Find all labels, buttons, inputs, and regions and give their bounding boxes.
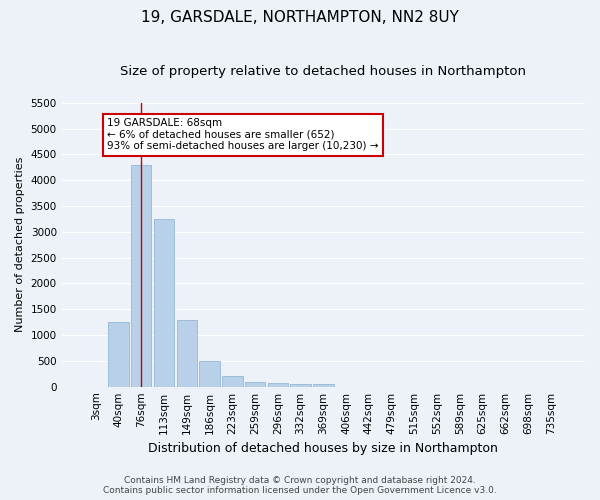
- Bar: [222, 376, 242, 386]
- Text: 19 GARSDALE: 68sqm
← 6% of detached houses are smaller (652)
93% of semi-detache: 19 GARSDALE: 68sqm ← 6% of detached hous…: [107, 118, 379, 152]
- X-axis label: Distribution of detached houses by size in Northampton: Distribution of detached houses by size …: [148, 442, 498, 455]
- Title: Size of property relative to detached houses in Northampton: Size of property relative to detached ho…: [121, 65, 526, 78]
- Bar: [245, 382, 265, 386]
- Bar: [131, 164, 151, 386]
- Y-axis label: Number of detached properties: Number of detached properties: [15, 157, 25, 332]
- Bar: [176, 320, 197, 386]
- Bar: [199, 361, 220, 386]
- Bar: [108, 322, 129, 386]
- Text: Contains HM Land Registry data © Crown copyright and database right 2024.
Contai: Contains HM Land Registry data © Crown c…: [103, 476, 497, 495]
- Text: 19, GARSDALE, NORTHAMPTON, NN2 8UY: 19, GARSDALE, NORTHAMPTON, NN2 8UY: [141, 10, 459, 25]
- Bar: [290, 384, 311, 386]
- Bar: [313, 384, 334, 386]
- Bar: [154, 219, 174, 386]
- Bar: [268, 383, 288, 386]
